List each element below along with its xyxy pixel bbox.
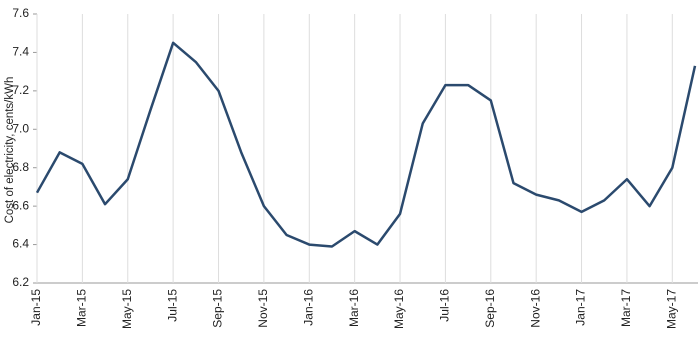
x-tick-label: Nov-15 — [256, 289, 270, 328]
line — [35, 41, 697, 248]
x-tick-label: Jul-15 — [165, 289, 179, 322]
y-tick-label: 6.2 — [12, 275, 29, 289]
x-tick-label: May-17 — [664, 289, 678, 329]
x-tick-label: Sep-15 — [211, 289, 225, 328]
x-tick-label: Sep-16 — [483, 289, 497, 328]
y-axis-title: Cost of electricity, cents/kWh — [4, 77, 16, 224]
y-tick-label: 6.4 — [12, 237, 29, 251]
y-tick-label: 7.6 — [12, 6, 29, 20]
y-tick-label: 6.6 — [12, 198, 29, 212]
y-tick-label: 7.2 — [12, 83, 29, 97]
x-tick-label: May-15 — [120, 289, 134, 329]
x-tick-label: Jan-16 — [301, 289, 315, 326]
x-tick-label: May-16 — [392, 289, 406, 329]
y-tick-label: 7.4 — [12, 45, 29, 59]
x-tick-label: Nov-16 — [528, 289, 542, 328]
y-tick-label: 6.8 — [12, 160, 29, 174]
x-tick-label: Mar-17 — [619, 289, 633, 327]
x-tick-label: Jul-16 — [438, 289, 452, 322]
x-tick-label: Mar-15 — [75, 289, 89, 327]
x-tick-label: Mar-16 — [347, 289, 361, 327]
x-tick-label: Jan-15 — [29, 289, 43, 326]
x-tick-label: Jan-17 — [574, 289, 588, 326]
y-tick-label: 7.0 — [12, 121, 29, 135]
